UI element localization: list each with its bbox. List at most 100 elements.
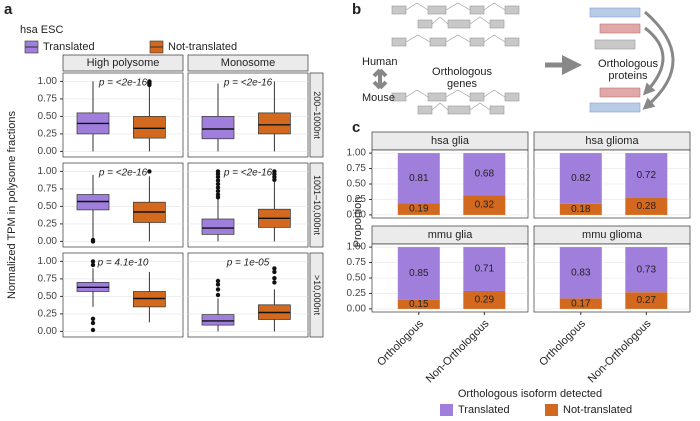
y-tick-label: 1.00 bbox=[347, 242, 367, 253]
outlier bbox=[215, 282, 221, 287]
genes-label: Orthologous bbox=[432, 66, 492, 78]
data-label: 0.72 bbox=[637, 170, 657, 181]
box bbox=[201, 218, 235, 235]
data-label: 0.32 bbox=[475, 200, 495, 211]
outlier bbox=[215, 178, 221, 183]
proteins-label: Orthologous bbox=[598, 58, 658, 70]
strip bbox=[187, 54, 309, 72]
outlier bbox=[272, 266, 277, 271]
data-label: 0.81 bbox=[409, 173, 429, 184]
outlier bbox=[272, 269, 277, 275]
bar-segment bbox=[397, 153, 440, 204]
outlier bbox=[272, 276, 277, 281]
x-tick-label: Non-Orthologous bbox=[424, 317, 492, 385]
p-value: p = <2e-16 bbox=[223, 78, 273, 89]
legend-label: Translated bbox=[458, 404, 510, 416]
bar-segment bbox=[397, 299, 440, 309]
y-tick-label: 1.00 bbox=[38, 166, 58, 177]
strip bbox=[62, 54, 184, 72]
x-tick-label: Orthologous bbox=[375, 317, 426, 368]
data-label: 0.73 bbox=[637, 264, 657, 275]
y-tick-label: 1.00 bbox=[38, 256, 58, 267]
diagram bbox=[372, 2, 675, 115]
bar-segment bbox=[625, 153, 668, 198]
y-tick-label: 1.00 bbox=[347, 148, 367, 159]
bar-segment bbox=[625, 197, 668, 215]
data-label: 0.28 bbox=[637, 201, 657, 212]
bar-segment bbox=[625, 247, 668, 293]
species-label: Mouse bbox=[362, 92, 395, 104]
bar-segment bbox=[559, 203, 602, 215]
outlier bbox=[90, 320, 96, 326]
strip bbox=[309, 252, 324, 338]
strip-label: Monosome bbox=[221, 57, 275, 69]
data-label: 0.68 bbox=[475, 169, 495, 180]
y-tick-label: 0.50 bbox=[347, 179, 367, 190]
outlier bbox=[272, 280, 277, 285]
outlier bbox=[215, 185, 221, 190]
legend-label: Translated bbox=[43, 41, 95, 53]
bar-segment bbox=[559, 298, 602, 309]
genes-label: genes bbox=[447, 78, 477, 90]
y-tick-label: 0.50 bbox=[38, 111, 58, 122]
x-tick-label: Non-Orthologous bbox=[586, 317, 654, 385]
y-tick-label: 0.75 bbox=[347, 163, 367, 174]
box bbox=[201, 314, 235, 326]
y-tick-label: 0.00 bbox=[38, 146, 58, 157]
strip-label: 200–1000nt bbox=[312, 91, 322, 139]
bar-segment bbox=[463, 290, 506, 309]
outlier bbox=[215, 169, 221, 174]
box bbox=[201, 116, 235, 140]
y-tick-label: 0.25 bbox=[347, 194, 367, 205]
p-value: p = <2e-16 bbox=[223, 168, 273, 179]
panel-label: c bbox=[352, 119, 360, 136]
y-tick-label: 0.25 bbox=[38, 129, 58, 140]
y-tick-label: 1.00 bbox=[38, 76, 58, 87]
data-label: 0.18 bbox=[571, 204, 591, 215]
legend-label: Not-translated bbox=[563, 404, 632, 416]
box bbox=[133, 116, 166, 139]
panel-label: b bbox=[352, 1, 361, 18]
bar-segment bbox=[463, 247, 506, 291]
box bbox=[133, 291, 166, 308]
x-axis-title: Orthologous isoform detected bbox=[458, 388, 602, 400]
bar-segment bbox=[559, 153, 602, 204]
legend-label: Not-translated bbox=[168, 41, 237, 53]
bar-segment bbox=[397, 247, 440, 300]
strip-label: hsa glia bbox=[431, 135, 470, 147]
outlier bbox=[90, 239, 96, 244]
outlier bbox=[215, 181, 221, 187]
data-label: 0.19 bbox=[409, 204, 429, 215]
panel-background bbox=[187, 72, 309, 158]
legend-title: hsa ESC bbox=[20, 24, 63, 36]
outlier bbox=[147, 169, 152, 174]
strip-label: hsa glioma bbox=[585, 135, 639, 147]
strip-label: 1001–10,000nt bbox=[312, 175, 322, 236]
y-tick-label: 0.25 bbox=[347, 288, 367, 299]
outlier bbox=[215, 192, 221, 197]
y-tick-label: 0.75 bbox=[38, 94, 58, 105]
outlier bbox=[215, 188, 221, 194]
p-value: p = <2e-16 bbox=[98, 168, 148, 179]
box bbox=[258, 112, 291, 135]
outlier bbox=[90, 327, 96, 333]
panel-label: a bbox=[4, 1, 13, 18]
legend-key bbox=[545, 404, 558, 416]
data-label: 0.82 bbox=[571, 173, 591, 184]
strip-label: High polysome bbox=[87, 57, 160, 69]
data-label: 0.85 bbox=[409, 268, 429, 279]
strip bbox=[309, 162, 324, 248]
p-value: p = <2e-16 bbox=[98, 78, 148, 89]
outlier bbox=[215, 292, 221, 298]
species-label: Human bbox=[362, 56, 397, 68]
outlier bbox=[272, 169, 277, 174]
data-label: 0.17 bbox=[571, 298, 591, 309]
y-axis-title: Normalized TPM in polysome fractions bbox=[6, 110, 18, 299]
data-label: 0.71 bbox=[475, 264, 495, 275]
y-tick-label: 0.75 bbox=[347, 257, 367, 268]
y-axis-title: Proportion bbox=[352, 197, 364, 248]
bar-segment bbox=[463, 195, 506, 215]
bar-segment bbox=[625, 292, 668, 309]
data-label: 0.29 bbox=[475, 295, 495, 306]
